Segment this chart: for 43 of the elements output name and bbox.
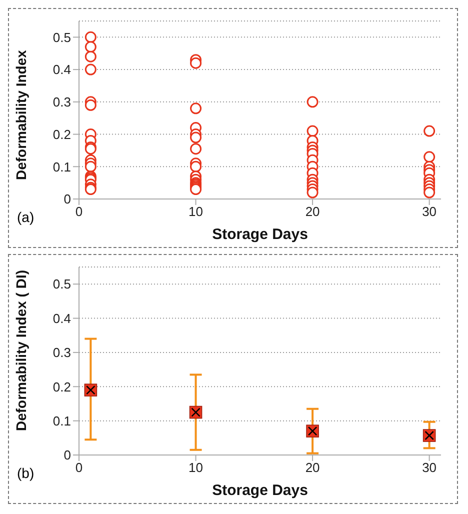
point [84,50,96,62]
point [84,160,96,172]
x-tick-label: 10 [188,204,204,220]
x-axis-title: Storage Days [212,226,308,243]
point [84,31,96,43]
y-tick-label: 0.5 [52,30,71,45]
x-tick-label: 20 [305,460,320,476]
point [190,160,202,172]
y-tick-label: 0 [64,192,71,207]
point [306,125,318,137]
point [84,99,96,111]
y-tick-label: 0.1 [52,413,71,428]
point [190,143,202,155]
y-tick-label: 0.4 [52,62,71,78]
x-tick-label: 0 [75,204,83,220]
y-tick-label: 0.2 [52,379,71,394]
point [84,41,96,53]
y-axis-title: Deformability Index ( DI) [12,270,29,431]
y-tick-label: 0.3 [52,94,71,110]
x-tick-label: 30 [422,460,437,476]
point [190,57,202,69]
y-tick-label: 0.4 [52,310,71,326]
text: (b) [17,465,34,481]
x-tick-label: 20 [305,204,320,220]
point [190,132,202,144]
point [424,125,436,137]
x-axis-title: Storage Days [212,482,308,499]
x-tick-label: 0 [75,460,83,476]
point [424,151,436,163]
text: (a) [17,209,34,225]
y-tick-label: 0.1 [52,159,71,174]
point [190,102,202,114]
x-tick-label: 30 [422,204,437,220]
point [306,186,318,198]
point [424,186,436,198]
y-tick-label: 0.2 [52,126,71,142]
point [306,96,318,108]
x-tick-label: 10 [188,460,204,476]
point [84,64,96,76]
y-axis-title: Deformability Index [12,50,29,180]
y-tick-label: 0.5 [52,276,71,292]
y-tick-label: 0.3 [52,345,71,360]
y-tick-label: 0 [64,448,71,463]
